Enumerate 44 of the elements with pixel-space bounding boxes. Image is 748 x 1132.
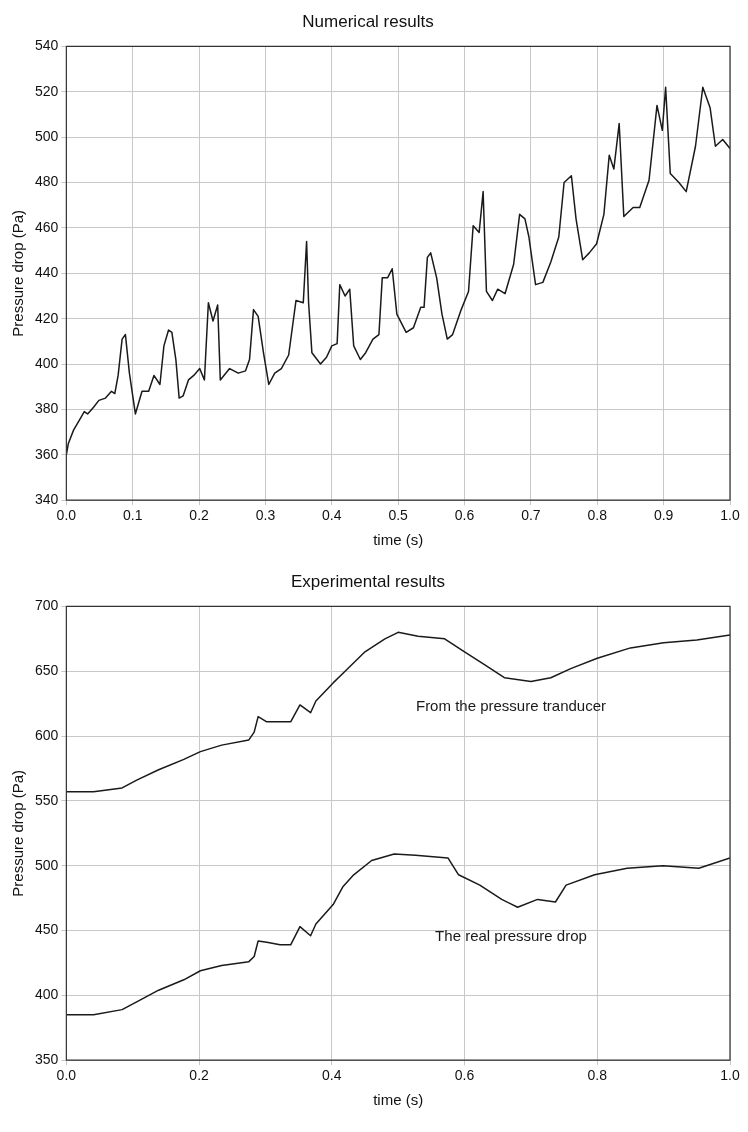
y-tick-label: 500 (35, 856, 59, 873)
y-axis-title: Pressure drop (Pa) (9, 769, 27, 897)
x-tick-label: 0.8 (587, 507, 608, 524)
y-axis-title: Pressure drop (Pa) (9, 209, 27, 337)
x-tick-label: 0.7 (521, 507, 541, 524)
series-label: The real pressure drop (435, 926, 587, 944)
x-tick-label: 0.0 (56, 507, 77, 524)
y-tick-label: 500 (35, 128, 59, 145)
x-axis-title: time (s) (373, 1091, 424, 1109)
x-tick-label: 1.0 (720, 1067, 740, 1084)
y-tick-label: 400 (35, 354, 59, 371)
x-tick-label: 0.2 (189, 1067, 210, 1084)
chart-title: Experimental results (290, 571, 446, 591)
x-tick-label: 0.4 (322, 1067, 342, 1084)
y-tick-label: 360 (35, 445, 59, 462)
x-tick-label: 0.0 (56, 1067, 77, 1084)
x-tick-label: 0.6 (454, 1067, 475, 1084)
y-tick-label: 340 (35, 491, 59, 508)
x-tick-label: 0.6 (454, 507, 475, 524)
series-label: From the pressure tranducer (415, 697, 607, 715)
x-tick-label: 0.5 (388, 507, 409, 524)
x-tick-label: 1.0 (720, 507, 740, 524)
x-tick-label: 0.2 (189, 507, 210, 524)
y-tick-label: 350 (35, 1051, 59, 1068)
y-tick-label: 520 (35, 82, 59, 99)
y-tick-label: 540 (35, 37, 59, 54)
y-tick-label: 550 (35, 791, 59, 808)
x-tick-label: 0.9 (653, 507, 674, 524)
x-tick-label: 0.4 (322, 507, 342, 524)
y-tick-label: 440 (35, 264, 59, 281)
y-tick-label: 450 (35, 921, 59, 938)
y-tick-label: 480 (35, 173, 59, 190)
x-tick-label: 0.8 (587, 1067, 608, 1084)
chart-title: Numerical results (302, 11, 434, 31)
y-tick-label: 460 (35, 218, 59, 235)
x-axis-title: time (s) (373, 531, 424, 549)
x-tick-label: 0.1 (122, 507, 143, 524)
x-tick-label: 0.3 (255, 507, 276, 524)
y-tick-label: 600 (35, 726, 59, 743)
y-tick-label: 700 (35, 597, 59, 614)
y-tick-label: 380 (35, 400, 59, 417)
y-tick-label: 400 (35, 986, 59, 1003)
y-tick-label: 650 (35, 662, 59, 679)
y-tick-label: 420 (35, 309, 59, 326)
